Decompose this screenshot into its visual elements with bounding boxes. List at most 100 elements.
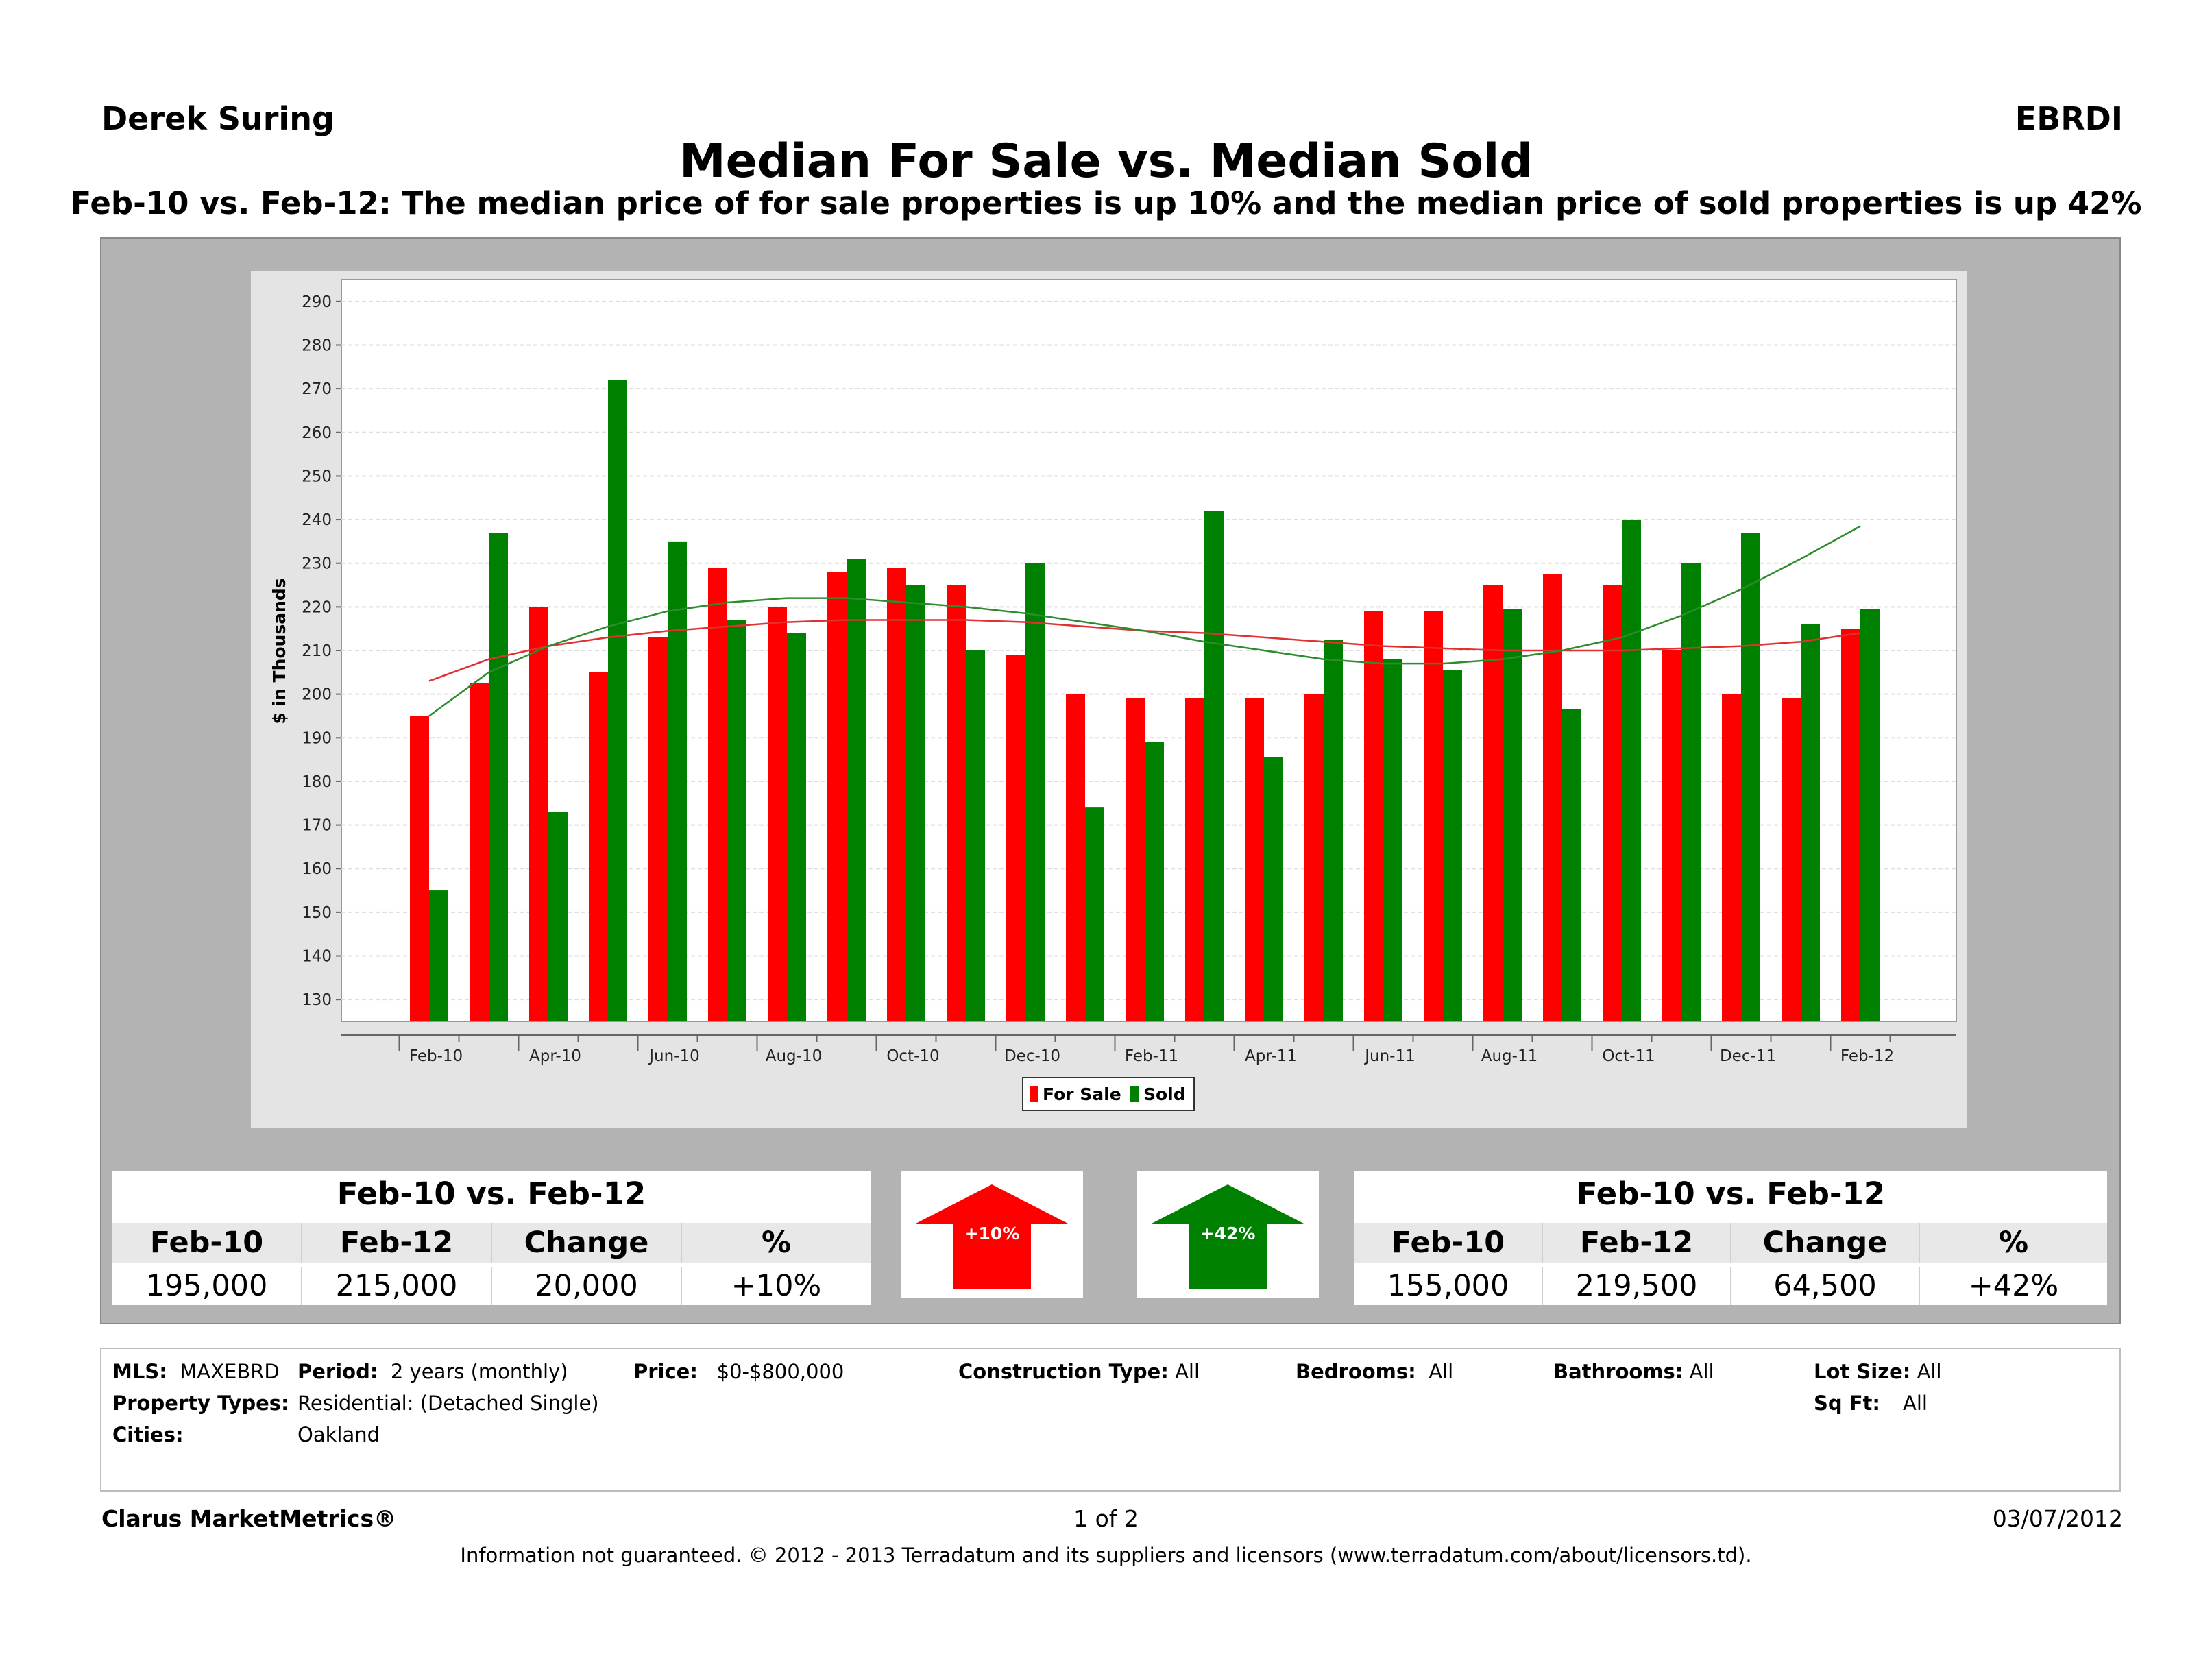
y-tick-label: 160 xyxy=(302,860,332,878)
x-tick-label: Oct-10 xyxy=(886,1047,939,1065)
criteria-label: Lot Size: xyxy=(1814,1360,1911,1383)
x-tick-label: Apr-10 xyxy=(529,1047,581,1065)
bar-sold xyxy=(1383,659,1402,1021)
y-axis-label: $ in Thousands xyxy=(269,578,289,724)
criteria-value: MAXEBRD xyxy=(180,1360,280,1383)
bar-for-sale xyxy=(1483,585,1503,1021)
legend: For Sale Sold xyxy=(1022,1077,1195,1111)
y-tick-label: 190 xyxy=(302,729,332,747)
col-header: Feb-12 xyxy=(1543,1223,1731,1263)
for-sale-stats-value-row: 195,000 215,000 20,000 +10% xyxy=(112,1267,871,1305)
col-header: Feb-10 xyxy=(112,1223,302,1263)
search-criteria-panel: MLS: MAXEBRD Period: 2 years (monthly) P… xyxy=(100,1348,2121,1492)
sold-stats-table: Feb-10 vs. Feb-12 Feb-10 Feb-12 Change %… xyxy=(1354,1171,2107,1305)
up-arrow-icon xyxy=(914,1184,1069,1289)
up-arrow-icon xyxy=(1150,1184,1305,1289)
bar-for-sale xyxy=(410,716,429,1021)
sold-stats-heading: Feb-10 vs. Feb-12 xyxy=(1576,1176,1886,1212)
sold-stats-header-row: Feb-10 Feb-12 Change % xyxy=(1354,1223,2107,1263)
bar-for-sale xyxy=(589,672,608,1021)
stat-value: 215,000 xyxy=(302,1267,492,1305)
bar-for-sale xyxy=(1424,611,1443,1021)
stat-value: +10% xyxy=(731,1269,822,1303)
bar-sold xyxy=(727,620,746,1021)
bar-for-sale xyxy=(827,572,847,1021)
legend-label-sold: Sold xyxy=(1143,1084,1186,1104)
report-subtitle: Feb-10 vs. Feb-12: The median price of f… xyxy=(70,185,2142,221)
legend-swatch-sold xyxy=(1130,1086,1139,1102)
y-tick-label: 260 xyxy=(302,424,332,442)
bar-for-sale xyxy=(1603,585,1622,1021)
criteria-value: $0-$800,000 xyxy=(716,1360,844,1383)
criteria-construction: Construction Type: All xyxy=(958,1360,1200,1383)
sold-arrow-label: +42% xyxy=(1200,1224,1256,1243)
bar-sold xyxy=(966,650,985,1021)
bar-for-sale xyxy=(1841,629,1860,1021)
x-tick-label: Dec-10 xyxy=(1004,1047,1060,1065)
x-tick-label: Feb-10 xyxy=(409,1047,463,1065)
bar-sold xyxy=(1562,709,1581,1021)
y-tick-label: 250 xyxy=(302,467,332,485)
bar-sold xyxy=(489,533,508,1021)
bar-sold xyxy=(429,890,448,1021)
bar-for-sale xyxy=(887,568,906,1021)
bar-sold xyxy=(847,559,866,1021)
stat-value: 64,500 xyxy=(1731,1267,1920,1305)
y-tick-label: 290 xyxy=(302,293,332,311)
criteria-label: Bedrooms: xyxy=(1296,1360,1416,1383)
y-tick-label: 240 xyxy=(302,511,332,529)
criteria-bedrooms: Bedrooms: All xyxy=(1296,1360,1453,1383)
bar-sold xyxy=(1801,624,1820,1021)
criteria-value: All xyxy=(1689,1360,1714,1383)
bar-sold xyxy=(1503,609,1522,1021)
criteria-label: MLS: xyxy=(112,1360,167,1383)
bar-for-sale xyxy=(1185,698,1204,1021)
bar-for-sale xyxy=(708,568,727,1021)
col-header: % xyxy=(761,1226,792,1260)
y-tick-label: 140 xyxy=(302,948,332,966)
criteria-label: Construction Type: xyxy=(958,1360,1169,1383)
criteria-property-types-value: Residential: (Detached Single) xyxy=(297,1391,599,1415)
for-sale-stats-header-row: Feb-10 Feb-12 Change % xyxy=(112,1223,871,1263)
criteria-sqft-value: All xyxy=(1903,1391,1928,1415)
bar-sold xyxy=(1025,563,1045,1021)
bar-for-sale xyxy=(768,607,787,1021)
median-price-chart: 130 140 150 160 170 180 190 200 210 220 230 240 250 2… xyxy=(269,279,1957,1111)
bar-sold xyxy=(1622,520,1641,1021)
x-tick-label: Feb-12 xyxy=(1840,1047,1894,1065)
criteria-cities: Cities: xyxy=(112,1423,184,1446)
report-date: 03/07/2012 xyxy=(1992,1505,2123,1532)
y-tick-label: 210 xyxy=(302,642,332,660)
x-tick-label: Aug-11 xyxy=(1481,1047,1538,1065)
y-tick-label: 200 xyxy=(302,686,332,704)
criteria-label: Sq Ft: xyxy=(1814,1391,1881,1415)
criteria-label: Cities: xyxy=(112,1423,184,1446)
bar-sold xyxy=(1324,640,1343,1021)
x-tick-label: Dec-11 xyxy=(1720,1047,1776,1065)
y-tick-label: 220 xyxy=(302,598,332,616)
legend-box xyxy=(1022,1077,1195,1111)
legend-label-for-sale: For Sale xyxy=(1043,1084,1121,1104)
criteria-bathrooms: Bathrooms: All xyxy=(1553,1360,1714,1383)
criteria-value: All xyxy=(1917,1360,1942,1383)
bar-for-sale xyxy=(1662,650,1681,1021)
bar-for-sale xyxy=(1543,574,1562,1021)
bar-sold xyxy=(608,380,627,1021)
criteria-label: Price: xyxy=(633,1360,698,1383)
stat-value: 219,500 xyxy=(1543,1267,1731,1305)
trend-line-sold xyxy=(428,525,1861,717)
criteria-label: Bathrooms: xyxy=(1553,1360,1684,1383)
y-tick-label: 280 xyxy=(302,337,332,354)
for-sale-stats-table: Feb-10 vs. Feb-12 Feb-10 Feb-12 Change %… xyxy=(112,1171,871,1305)
x-tick-label: Apr-11 xyxy=(1245,1047,1297,1065)
x-tick-label: Jun-11 xyxy=(1363,1047,1415,1065)
bar-sold xyxy=(1443,670,1462,1021)
col-header: Change xyxy=(492,1223,682,1263)
col-header: % xyxy=(1998,1226,2029,1260)
bar-for-sale xyxy=(1126,698,1145,1021)
bar-sold xyxy=(1145,742,1164,1021)
stat-value: +42% xyxy=(1968,1269,2059,1303)
bar-sold xyxy=(1681,563,1701,1021)
col-header: Feb-12 xyxy=(302,1223,492,1263)
criteria-price: Price: $0-$800,000 xyxy=(633,1360,844,1383)
